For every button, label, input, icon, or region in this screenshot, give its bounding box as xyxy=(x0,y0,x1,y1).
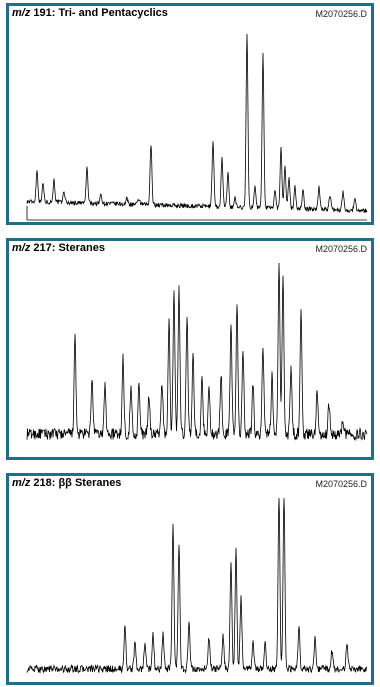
chromatogram-panel-m218: m/z 218: ββ Steranes M2070256.D xyxy=(6,473,374,685)
chromatogram-m217 xyxy=(26,262,368,441)
trace-m218 xyxy=(26,497,368,675)
trace-m217 xyxy=(26,262,368,441)
file-name: M2070256.D xyxy=(315,244,367,254)
chromatogram-panel-m217: m/z 217: Steranes M2070256.D xyxy=(6,238,374,460)
trace-m191 xyxy=(26,33,368,214)
panel-title: m/z 217: Steranes xyxy=(12,242,105,254)
chromatogram-m218 xyxy=(26,497,368,675)
file-name: M2070256.D xyxy=(315,479,367,489)
panel-title: m/z 191: Tri- and Pentacyclics xyxy=(12,7,168,19)
panel-title: m/z 218: ββ Steranes xyxy=(12,477,122,489)
file-name: M2070256.D xyxy=(315,9,367,19)
chromatogram-panel-m191: m/z 191: Tri- and Pentacyclics M2070256.… xyxy=(6,3,374,225)
chromatogram-m191 xyxy=(26,33,368,221)
